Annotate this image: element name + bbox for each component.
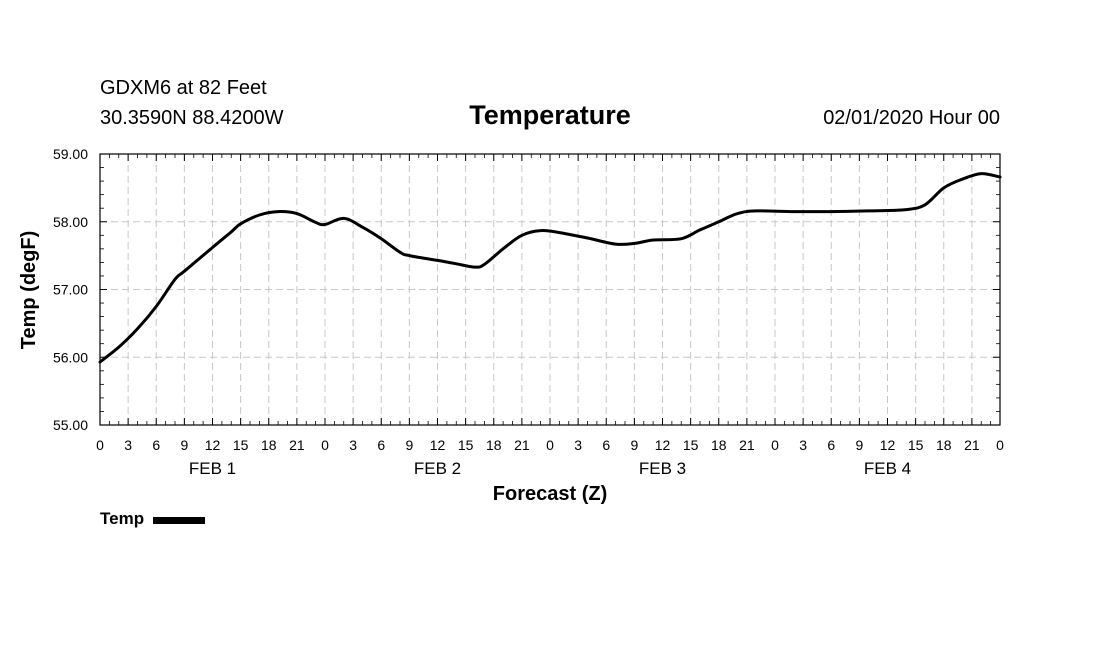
day-label: FEB 4 [864, 459, 911, 478]
x-tick-label: 21 [514, 437, 530, 453]
y-tick-label: 58.00 [53, 214, 88, 230]
x-tick-label: 3 [124, 437, 132, 453]
x-tick-label: 18 [261, 437, 277, 453]
x-tick-label: 12 [205, 437, 221, 453]
x-tick-label: 6 [827, 437, 835, 453]
x-tick-label: 0 [771, 437, 779, 453]
x-tick-label: 6 [377, 437, 385, 453]
legend-swatch [153, 517, 206, 524]
x-tick-label: 18 [486, 437, 502, 453]
x-tick-label: 3 [349, 437, 357, 453]
timestamp-label: 02/01/2020 Hour 00 [823, 107, 1000, 129]
x-tick-label: 3 [799, 437, 807, 453]
chart-title: Temperature [469, 100, 631, 130]
x-tick-label: 15 [683, 437, 699, 453]
x-tick-label: 3 [574, 437, 582, 453]
legend: Temp [100, 509, 206, 529]
y-axis-title: Temp (degF) [18, 231, 40, 350]
x-tick-label: 6 [152, 437, 160, 453]
x-tick-label: 9 [630, 437, 638, 453]
y-tick-label: 57.00 [53, 282, 88, 298]
x-tick-label: 18 [711, 437, 727, 453]
x-tick-label: 9 [180, 437, 188, 453]
x-tick-label: 15 [233, 437, 249, 453]
day-label: FEB 3 [639, 459, 686, 478]
x-tick-label: 0 [996, 437, 1004, 453]
y-tick-label: 55.00 [53, 417, 88, 433]
x-axis-title: Forecast (Z) [493, 483, 607, 505]
x-tick-label: 9 [405, 437, 413, 453]
x-tick-label: 15 [908, 437, 924, 453]
x-tick-label: 0 [546, 437, 554, 453]
coordinates-label: 30.3590N 88.4200W [100, 107, 284, 129]
x-tick-label: 9 [855, 437, 863, 453]
y-tick-label: 56.00 [53, 349, 88, 365]
plot-frame [99, 153, 1001, 426]
axis-labels: 0 3 6 9 12 15 18 21 0 3 6 9 12 15 18 21 0 3 6 9 12 15 18 21 0 3 6 9… [53, 146, 1004, 478]
x-tick-label: 0 [321, 437, 329, 453]
axis-ticks [99, 153, 1001, 426]
x-tick-label: 15 [458, 437, 474, 453]
legend-label: Temp [100, 509, 145, 528]
x-tick-label: 12 [430, 437, 446, 453]
x-tick-label: 6 [602, 437, 610, 453]
series-line-temp [98, 172, 1002, 364]
x-tick-label: 0 [96, 437, 104, 453]
grid [100, 154, 1000, 425]
x-tick-label: 21 [289, 437, 305, 453]
x-tick-label: 18 [936, 437, 952, 453]
x-tick-label: 21 [964, 437, 980, 453]
x-tick-label: 12 [880, 437, 896, 453]
x-tick-label: 21 [739, 437, 755, 453]
y-tick-label: 59.00 [53, 146, 88, 162]
day-label: FEB 1 [189, 459, 236, 478]
x-tick-label: 12 [655, 437, 671, 453]
station-label: GDXM6 at 82 Feet [100, 77, 267, 99]
day-label: FEB 2 [414, 459, 461, 478]
series-layer [98, 172, 1002, 364]
